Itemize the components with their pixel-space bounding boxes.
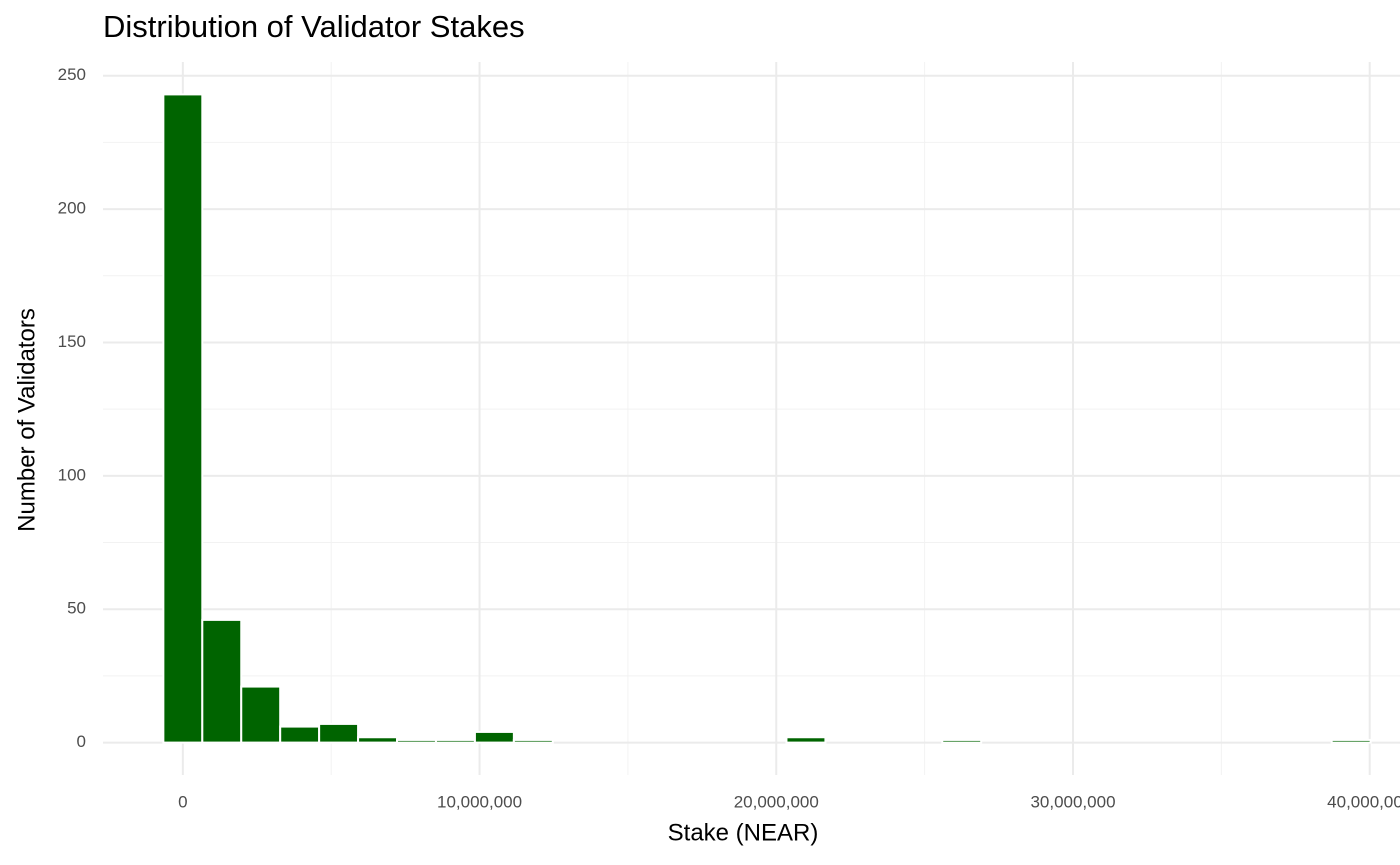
bar [941, 738, 983, 744]
bar [473, 730, 515, 744]
y-axis-label: Number of Validators [13, 308, 40, 532]
bar [240, 685, 282, 744]
x-axis-label: Stake (NEAR) [668, 819, 819, 846]
bar [1330, 738, 1372, 744]
x-tick-label: 10,000,000 [437, 792, 522, 811]
bar [201, 618, 243, 744]
chart-title: Distribution of Validator Stakes [103, 9, 525, 44]
bar [357, 736, 399, 744]
y-tick-label: 250 [58, 65, 86, 84]
y-tick-label: 150 [58, 332, 86, 351]
bar [162, 93, 204, 744]
y-tick-label: 200 [58, 199, 86, 218]
x-tick-label: 30,000,000 [1030, 792, 1115, 811]
y-tick-label: 50 [67, 599, 86, 618]
bar [318, 722, 360, 744]
y-tick-label: 0 [77, 732, 86, 751]
bar [279, 725, 321, 744]
x-tick-label: 0 [178, 792, 187, 811]
bar [785, 736, 827, 744]
y-tick-label: 100 [58, 465, 86, 484]
bar [512, 738, 554, 744]
bar [396, 738, 437, 744]
grid [103, 62, 1400, 775]
x-tick-label: 20,000,000 [734, 792, 819, 811]
x-tick-label: 40,000,000 [1327, 792, 1400, 811]
bar [434, 738, 476, 744]
